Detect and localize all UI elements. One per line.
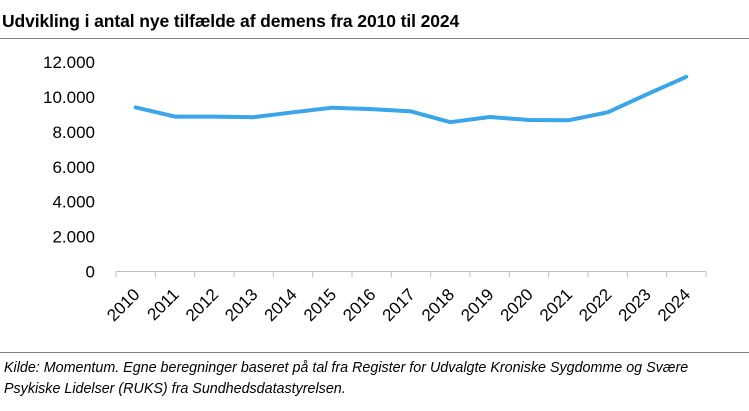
x-tick-label: 2019 [457, 285, 497, 325]
top-divider [0, 38, 749, 39]
x-tick-label: 2013 [221, 285, 261, 325]
data-point [330, 106, 334, 110]
y-tick-label: 2.000 [52, 228, 95, 247]
data-point [409, 109, 413, 113]
y-tick-label: 8.000 [52, 123, 95, 142]
y-tick-label: 4.000 [52, 193, 95, 212]
data-point [527, 118, 531, 122]
bottom-divider [0, 352, 749, 353]
x-tick-label: 2020 [497, 285, 537, 325]
data-point [566, 118, 570, 122]
x-tick-label: 2023 [615, 285, 655, 325]
x-tick-label: 2024 [654, 285, 694, 325]
x-tick-label: 2017 [379, 285, 419, 325]
data-point [606, 110, 610, 114]
source-note: Kilde: Momentum. Egne beregninger basere… [4, 360, 689, 397]
x-tick-label: 2022 [575, 285, 615, 325]
x-tick-label: 2014 [261, 285, 301, 325]
x-tick-label: 2016 [339, 285, 379, 325]
x-tick-label: 2010 [103, 285, 143, 325]
data-point [134, 105, 138, 109]
y-tick-label: 6.000 [52, 158, 95, 177]
x-tick-label: 2011 [144, 285, 183, 324]
data-point [645, 92, 649, 96]
data-point [252, 115, 256, 119]
x-tick-label: 2012 [182, 285, 222, 325]
data-point [173, 115, 177, 119]
y-tick-label: 0 [86, 263, 95, 282]
data-point [448, 120, 452, 124]
x-tick-label: 2015 [300, 285, 340, 325]
data-point [684, 75, 688, 79]
x-tick-label: 2021 [536, 285, 576, 325]
x-tick-label: 2018 [418, 285, 458, 325]
chart-title: Udvikling i antal nye tilfælde af demens… [2, 11, 460, 31]
data-point [488, 115, 492, 119]
data-point [370, 107, 374, 111]
data-point [212, 115, 216, 119]
series-line [133, 74, 689, 125]
data-point [291, 110, 295, 114]
y-tick-label: 12.000 [43, 53, 95, 72]
y-tick-label: 10.000 [43, 88, 95, 107]
